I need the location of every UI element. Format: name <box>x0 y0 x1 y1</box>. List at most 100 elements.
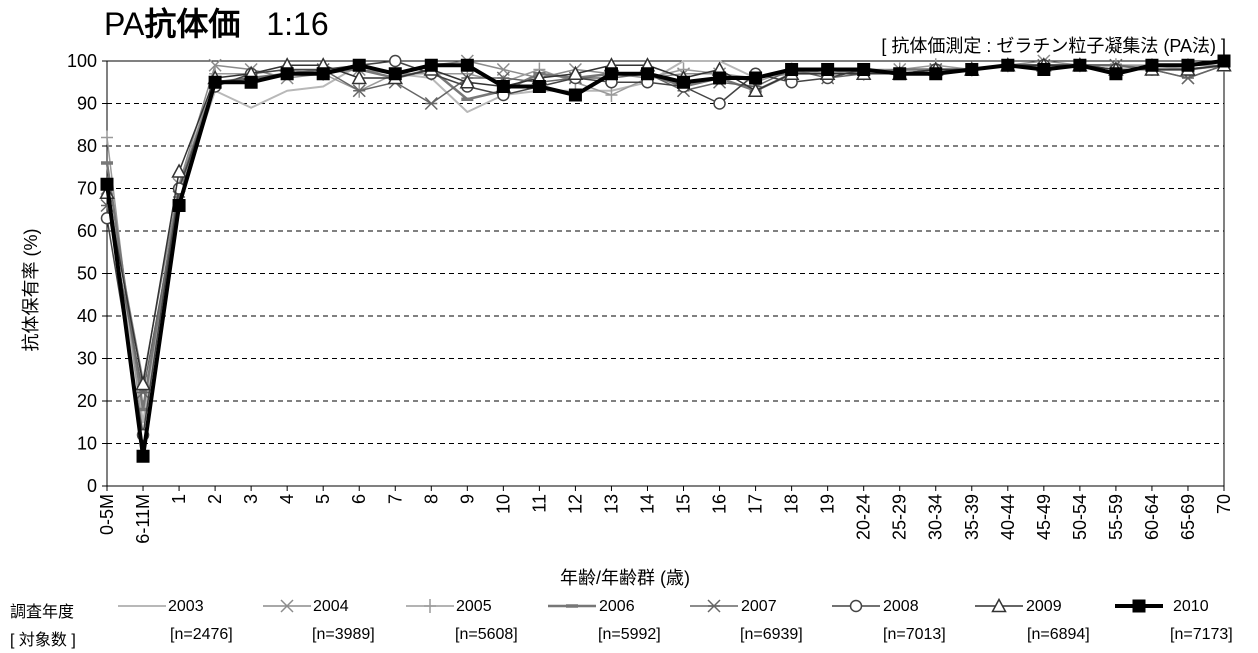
legend-swatch-2008 <box>832 599 880 613</box>
x-tick-label: 18 <box>782 494 802 514</box>
series-line-2005 <box>106 64 1224 436</box>
data-point-2008 <box>389 54 402 68</box>
data-point-2010 <box>929 67 943 81</box>
legend-n-2006: [n=5992] <box>598 626 661 643</box>
data-point-2010 <box>532 80 546 93</box>
series-2006 <box>101 63 1230 412</box>
data-point-2009 <box>459 74 476 89</box>
series-line-2006 <box>105 64 1225 411</box>
data-point-2010 <box>352 58 366 72</box>
data-point-2010 <box>568 88 582 102</box>
data-point-2010 <box>496 80 510 93</box>
x-tick-label: 12 <box>565 494 585 514</box>
series-line-2009 <box>106 64 1225 385</box>
series-2003 <box>106 60 1225 424</box>
legend-swatch-2010 <box>1115 599 1163 613</box>
legend-marker-2007 <box>707 599 721 613</box>
data-point-2005 <box>101 130 113 145</box>
data-point-2010 <box>1001 58 1015 72</box>
series-line-2008 <box>106 60 1225 436</box>
legend-label-2010: 2010 <box>1173 598 1209 615</box>
x-tick-label: 20-24 <box>854 494 874 540</box>
legend-label-2004: 2004 <box>313 598 349 615</box>
series-2010 <box>100 54 1231 463</box>
x-tick-label: 55-59 <box>1106 494 1126 540</box>
legend-label-2008: 2008 <box>883 598 919 615</box>
data-point-2010 <box>1217 54 1231 68</box>
data-point-2010 <box>1037 63 1051 76</box>
x-tick-label: 14 <box>637 494 657 514</box>
legend-n-2010: [n=7173] <box>1170 626 1233 643</box>
data-point-2010 <box>388 67 402 81</box>
legend-swatch-2009 <box>975 597 1023 613</box>
data-point-2007 <box>352 84 366 98</box>
y-tick-label: 0 <box>87 476 97 496</box>
x-tick-label: 70 <box>1214 494 1234 514</box>
legend-label-2003: 2003 <box>168 598 204 615</box>
data-point-2010 <box>1109 67 1123 81</box>
x-tick-label: 11 <box>529 494 549 513</box>
title-prefix: PA <box>104 6 145 42</box>
data-point-2010 <box>640 67 654 81</box>
y-tick-label: 80 <box>77 136 97 156</box>
x-tick-label: 1 <box>169 494 189 504</box>
x-tick-label: 30-34 <box>926 494 946 540</box>
data-point-2010 <box>136 449 150 463</box>
legend-subtitle: [ 対象数 ] <box>10 632 76 649</box>
y-tick-label: 100 <box>67 51 97 71</box>
series-2005 <box>101 58 1230 442</box>
data-point-2004 <box>208 58 222 72</box>
x-tick-label: 13 <box>601 494 621 514</box>
series-line-2003 <box>106 60 1225 424</box>
data-point-2009 <box>747 82 764 97</box>
data-point-2010 <box>1073 58 1087 72</box>
data-point-2010 <box>821 63 835 76</box>
x-tick-label: 3 <box>241 494 261 504</box>
series-2008 <box>100 54 1231 442</box>
x-tick-label: 6 <box>349 494 369 504</box>
legend-label-2006: 2006 <box>599 598 635 615</box>
x-tick-label: 19 <box>818 494 838 514</box>
legend-title: 調査年度 <box>10 604 75 621</box>
title-ratio: 1:16 <box>266 6 329 42</box>
x-tick-label: 65-69 <box>1178 494 1198 540</box>
data-point-2010 <box>208 75 222 89</box>
y-axis-label-box: 抗体保有率 (%) <box>10 190 50 390</box>
series-2004 <box>100 54 1231 387</box>
x-tick-label: 25-29 <box>890 494 910 540</box>
data-point-2010 <box>280 67 294 81</box>
legend-n-2009: [n=6894] <box>1027 626 1090 643</box>
legend-swatch-2007 <box>690 599 738 613</box>
x-tick-label: 45-49 <box>1034 494 1054 540</box>
series-2009 <box>99 57 1232 391</box>
data-point-2010 <box>1145 58 1159 72</box>
series-2007 <box>100 58 1231 400</box>
data-point-2010 <box>749 71 763 85</box>
data-point-2007 <box>424 96 438 111</box>
chart-title: PA抗体価 1:16 <box>104 4 329 44</box>
x-tick-label: 9 <box>457 494 477 504</box>
legend-swatch-2005 <box>406 599 454 613</box>
x-tick-label: 10 <box>493 494 513 514</box>
data-point-2010 <box>965 63 979 76</box>
chart-subtitle: [ 抗体価測定 : ゼラチン粒子凝集法 (PA法) ] <box>881 36 1226 56</box>
data-point-2010 <box>677 75 691 89</box>
legend-n-2003: [n=2476] <box>170 626 233 643</box>
series-line-2010 <box>105 59 1225 459</box>
legend-n-2008: [n=7013] <box>883 626 946 643</box>
data-point-2010 <box>244 75 258 89</box>
data-point-2010 <box>604 67 618 81</box>
legend-marker-2008 <box>849 599 863 613</box>
x-axis-label: 年齢/年齢群 (歳) <box>560 568 690 588</box>
data-point-2010 <box>172 199 186 212</box>
data-point-2005 <box>605 88 618 102</box>
x-tick-label: 7 <box>385 494 405 504</box>
x-tick-label: 60-64 <box>1142 494 1162 540</box>
data-point-2009 <box>171 163 187 178</box>
title-bold: 抗体価 <box>144 6 241 42</box>
legend-label-2009: 2009 <box>1026 598 1062 615</box>
x-tick-label: 15 <box>674 494 694 514</box>
x-tick-label: 0-5M <box>97 494 117 535</box>
x-tick-label: 40-44 <box>998 494 1018 540</box>
